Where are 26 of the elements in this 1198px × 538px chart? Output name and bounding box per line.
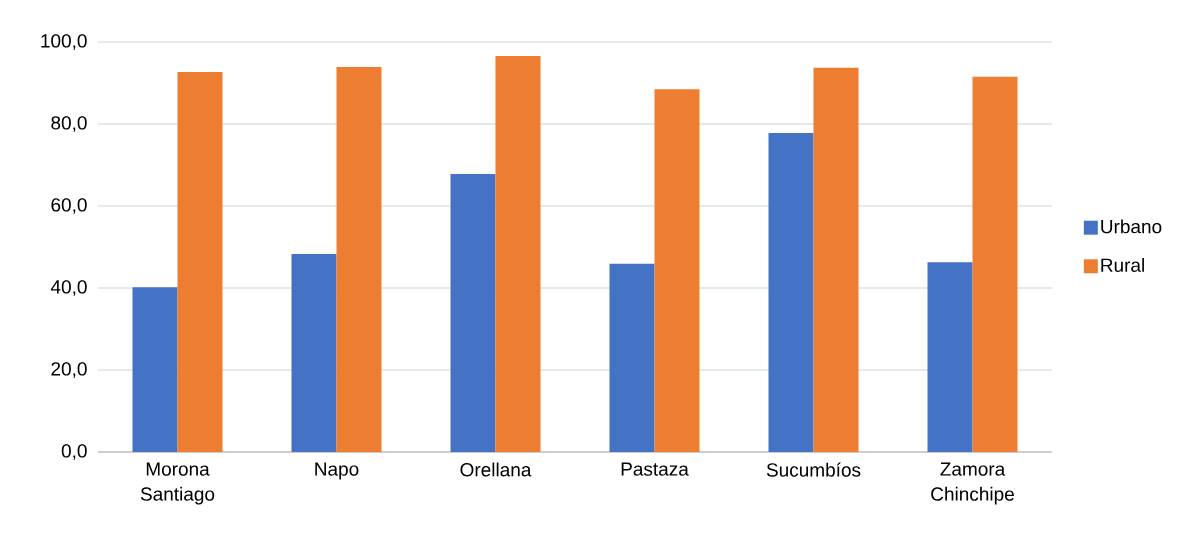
legend-label: Rural (1101, 258, 1144, 272)
bar (768, 133, 814, 452)
x-tick-label: Napo (315, 462, 359, 480)
bar (927, 262, 973, 452)
y-tick-label: 40,0 (50, 280, 87, 296)
bar (654, 89, 700, 452)
bar (495, 55, 541, 452)
x-tick-label: Sucumbíos (766, 462, 861, 477)
x-tick-label: Orellana (460, 462, 532, 477)
bar (450, 174, 496, 452)
bar (336, 67, 382, 452)
y-tick-label: 0,0 (61, 444, 87, 460)
x-tick-label: Morona Santiago (140, 462, 215, 505)
bar (972, 76, 1018, 452)
bar (609, 263, 655, 452)
x-tick-label: Zamora Chinchipe (931, 462, 1014, 505)
y-tick-label: 100,0 (41, 34, 87, 50)
legend-label: Urbano (1101, 219, 1162, 234)
bar (132, 287, 178, 452)
bar (813, 67, 859, 452)
bar (177, 71, 223, 452)
y-tick-label: 60,0 (51, 198, 87, 214)
x-tick-label: Pastaza (621, 462, 689, 476)
bar (291, 253, 337, 452)
y-tick-label: 20,0 (51, 362, 87, 378)
y-tick-label: 80,0 (51, 116, 87, 132)
